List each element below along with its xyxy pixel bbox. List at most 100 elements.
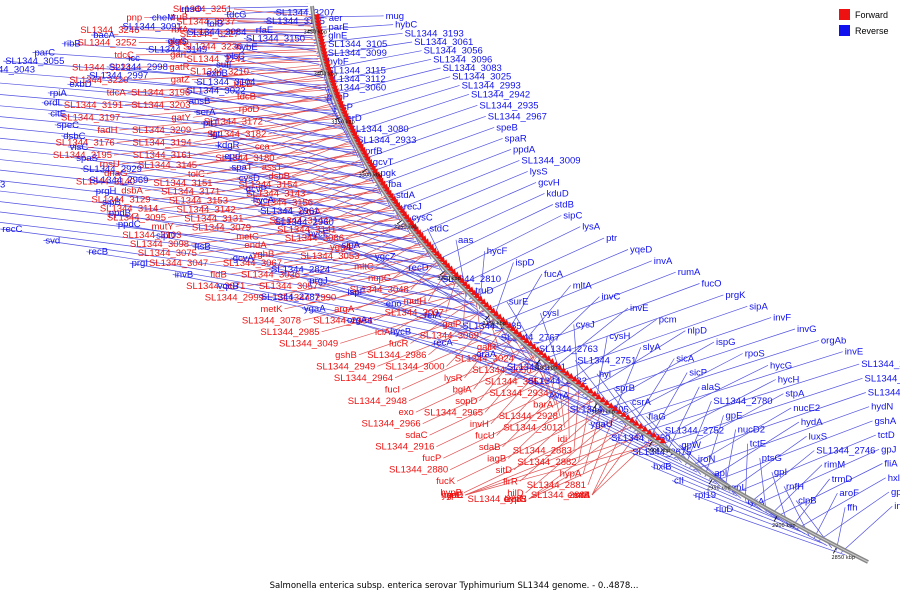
gene-glyph xyxy=(704,475,708,481)
scale-tick xyxy=(307,29,314,32)
gene-label: SL1344_2933 xyxy=(357,135,416,146)
gene-label: rimM xyxy=(824,460,845,471)
gene-glyph xyxy=(431,259,436,265)
gene-leader xyxy=(450,397,600,471)
gene-leader xyxy=(247,254,438,287)
gene-glyph xyxy=(359,163,366,167)
gene-glyph xyxy=(326,94,333,97)
gene-glyph xyxy=(651,441,655,447)
gene-label: hybC xyxy=(395,20,417,31)
gene-label: kdgR xyxy=(217,140,239,151)
gene-leader xyxy=(324,58,432,84)
gene-glyph xyxy=(424,252,430,257)
gene-leader xyxy=(48,113,356,153)
gene-label: rbfA xyxy=(171,25,189,36)
gene-glyph xyxy=(564,381,569,387)
gene-glyph xyxy=(640,434,644,440)
gene-leader xyxy=(630,451,758,509)
gene-glyph xyxy=(307,24,314,26)
gene-glyph xyxy=(688,465,693,471)
gene-leader xyxy=(401,171,528,225)
gene-label: mltC xyxy=(354,262,374,273)
gene-label: SL1344_3036 xyxy=(241,270,300,281)
gene-label: parE xyxy=(329,22,349,33)
gene-label: idi xyxy=(558,434,568,445)
gene-label: invC xyxy=(601,292,620,303)
gene-glyph xyxy=(447,265,454,272)
gene-label: gpI xyxy=(774,467,787,478)
gene-leader xyxy=(525,380,660,449)
gene-glyph xyxy=(591,400,595,406)
gene-label: SL1344_2780 xyxy=(713,396,772,407)
gene-label: SL1344_3049 xyxy=(279,338,338,349)
gene-label: luxS xyxy=(809,431,827,442)
gene-glyph xyxy=(647,439,651,445)
gene-label: SL1344_3175 xyxy=(266,16,325,27)
gene-glyph xyxy=(480,309,485,315)
gene-label: hilD xyxy=(507,488,524,499)
gene-label: SL1344_3061 xyxy=(414,37,473,48)
scale-tick xyxy=(361,168,368,173)
gene-glyph xyxy=(523,337,530,344)
gene-label: invG xyxy=(797,324,817,335)
gene-label: lysR xyxy=(444,373,463,384)
gene-leader xyxy=(0,201,425,253)
gene-label: SL1344_2741 xyxy=(507,362,566,373)
gene-label: gcvH xyxy=(538,177,560,188)
gene-glyph xyxy=(708,477,712,483)
scale-tick-label: 3100 kbp xyxy=(534,366,558,372)
gene-label: hypC xyxy=(505,494,527,505)
gene-leader xyxy=(0,190,415,240)
gene-label: nlpD xyxy=(687,326,707,337)
gene-label: SL1344_2727 xyxy=(868,388,900,399)
gene-label: SL1344_3098 xyxy=(130,239,189,250)
gene-glyph xyxy=(321,81,328,84)
gene-label: xerD xyxy=(342,113,362,124)
forward-gene-glyphs xyxy=(313,13,667,444)
gene-glyph xyxy=(420,247,426,252)
gene-glyph xyxy=(728,489,732,495)
gene-glyph xyxy=(390,209,396,214)
gene-leader xyxy=(565,319,657,384)
gene-leader xyxy=(186,100,351,143)
gene-glyph xyxy=(552,371,557,377)
gene-label: iciA xyxy=(375,327,391,338)
gene-label: sdaC xyxy=(405,430,427,441)
gene-glyph xyxy=(325,91,332,94)
gene-leader xyxy=(115,223,450,280)
gene-glyph xyxy=(563,370,571,377)
gene-leader xyxy=(460,325,576,391)
gene-label: nucD2 xyxy=(738,425,765,436)
gene-leader xyxy=(320,251,436,287)
gene-label: svd xyxy=(45,235,60,246)
gene-label: cysC xyxy=(412,212,433,223)
gene-glyph xyxy=(304,3,311,4)
gene-label: argA xyxy=(334,304,355,315)
scale-tick xyxy=(593,403,598,409)
gene-glyph xyxy=(343,133,349,136)
gene-glyph xyxy=(430,247,438,254)
gene-leader xyxy=(704,415,724,478)
gene-label: ptsG xyxy=(762,453,782,464)
gene-label: SL1344_3096 xyxy=(433,54,492,65)
gene-glyph xyxy=(749,501,753,507)
gene-glyph xyxy=(422,249,428,254)
gene-glyph xyxy=(504,331,509,337)
scale-ticks: 3450 kbp 3400 kbp 3350 kbp 3300 kbp 3250 kbp… xyxy=(304,29,855,561)
gene-label: SL1344_2746 xyxy=(816,446,875,457)
gene-leader xyxy=(199,132,355,166)
gene-leader xyxy=(647,372,688,442)
scale-tick xyxy=(334,117,341,121)
gene-glyph xyxy=(349,145,356,149)
gene-label: sipD xyxy=(156,230,175,241)
gene-leader xyxy=(237,178,381,210)
gene-label: exbB xyxy=(206,68,228,79)
gene-leader xyxy=(732,434,876,495)
gene-glyph xyxy=(579,381,586,388)
gene-glyph xyxy=(712,479,716,486)
gene-label: recA xyxy=(433,338,453,349)
gene-leader xyxy=(567,374,570,440)
gene-leader xyxy=(602,340,820,411)
